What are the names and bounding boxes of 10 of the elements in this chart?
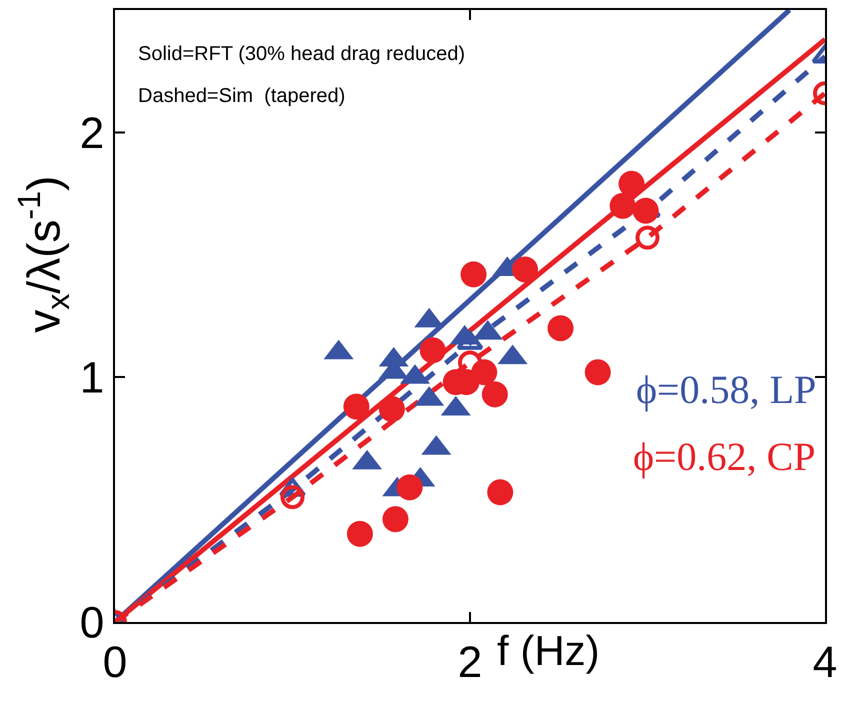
y-tick-label: 1 — [80, 354, 104, 403]
annotation: Dashed=Sim (tapered) — [138, 85, 346, 107]
annotation: Solid=RFT (30% head drag reduced) — [138, 43, 466, 65]
series-label: ϕ=0.62, CP — [633, 434, 816, 479]
x-tick-label: 4 — [812, 638, 838, 687]
x-axis-title: f (Hz) — [497, 627, 600, 674]
y-tick-label: 0 — [80, 598, 104, 648]
text: ϕ=0.58, LP — [636, 367, 816, 412]
x-tick-label: 2 — [458, 638, 482, 687]
y-tick-label: 2 — [80, 108, 104, 158]
